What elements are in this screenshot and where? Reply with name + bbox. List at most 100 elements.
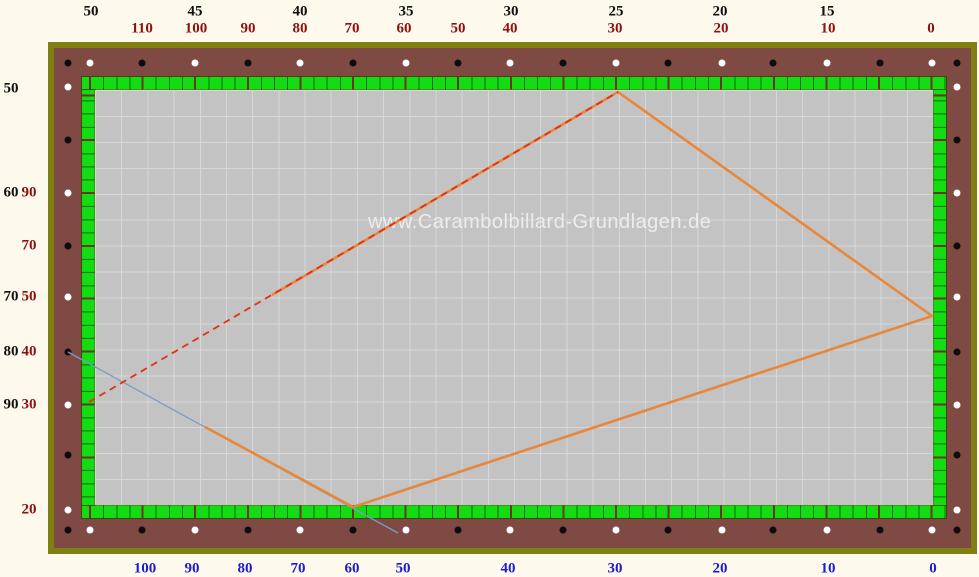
diamond-dot-black [953, 242, 961, 250]
axis-label-top_red: 30 [607, 20, 623, 37]
axis-label-top_black: 40 [292, 3, 308, 20]
diamond-dot-black [953, 136, 961, 144]
diamond-dot-black [953, 348, 961, 356]
diamond-dot-white [928, 59, 936, 67]
diamond-dot-white [64, 83, 72, 91]
diamond-dot-white [823, 526, 831, 534]
axis-label-top_red: 40 [502, 20, 518, 37]
axis-label-bottom_blue: 0 [929, 560, 937, 577]
axis-label-top_black: 35 [398, 3, 414, 20]
diamond-dot-white [402, 59, 410, 67]
axis-label-left_black: 80 [3, 343, 19, 360]
axis-label-top_red: 0 [927, 20, 935, 37]
diamond-dot-white [953, 83, 961, 91]
diamond-dot-black [138, 59, 146, 67]
diamond-dot-white [953, 401, 961, 409]
diamond-dot-white [402, 526, 410, 534]
diamond-dot-white [506, 59, 514, 67]
axis-label-left_red: 50 [21, 288, 37, 305]
diamond-dot-white [953, 189, 961, 197]
cushion-bottom [82, 505, 946, 518]
diamond-dot-white [64, 401, 72, 409]
diamond-dot-white [928, 526, 936, 534]
axis-label-bottom_blue: 30 [607, 560, 623, 577]
diamond-dot-black [64, 59, 72, 67]
axis-label-top_black: 15 [819, 3, 835, 20]
diamond-dot-white [86, 526, 94, 534]
diamond-dot-white [191, 59, 199, 67]
diamond-dot-black [876, 59, 884, 67]
axis-label-top_red: 50 [450, 20, 466, 37]
axis-label-left_red: 20 [21, 501, 37, 518]
axis-label-bottom_blue: 20 [712, 560, 728, 577]
axis-label-bottom_blue: 60 [344, 560, 360, 577]
diamond-dot-white [64, 293, 72, 301]
diamond-dot-white [953, 293, 961, 301]
diamond-dot-black [64, 451, 72, 459]
axis-label-bottom_blue: 100 [133, 560, 157, 577]
diamond-dot-white [612, 526, 620, 534]
diamond-dot-black [138, 526, 146, 534]
playing-surface [95, 90, 933, 505]
diamond-dot-white [612, 59, 620, 67]
diamond-dot-black [64, 242, 72, 250]
axis-label-left_black: 90 [3, 396, 19, 413]
diamond-dot-white [506, 526, 514, 534]
diamond-dot-black [953, 59, 961, 67]
diamond-dot-white [64, 189, 72, 197]
diamond-dot-black [769, 526, 777, 534]
axis-label-top_black: 20 [712, 3, 728, 20]
axis-label-bottom_blue: 40 [500, 560, 516, 577]
axis-label-top_red: 70 [344, 20, 360, 37]
diamond-dot-black [953, 451, 961, 459]
axis-label-left_red: 30 [21, 396, 37, 413]
axis-label-left_red: 90 [21, 184, 37, 201]
axis-label-top_red: 110 [131, 20, 153, 37]
axis-label-bottom_blue: 70 [290, 560, 306, 577]
axis-label-top_red: 60 [396, 20, 412, 37]
diamond-dot-black [64, 348, 72, 356]
diamond-dot-white [64, 506, 72, 514]
axis-label-top_red: 80 [292, 20, 308, 37]
diamond-dot-black [664, 526, 672, 534]
axis-label-bottom_blue: 90 [184, 560, 200, 577]
diamond-dot-white [191, 526, 199, 534]
diamond-dot-black [769, 59, 777, 67]
diamond-dot-black [454, 59, 462, 67]
axis-label-top_red: 100 [184, 20, 208, 37]
diamond-dot-black [64, 136, 72, 144]
axis-label-top_black: 45 [187, 3, 203, 20]
diamond-dot-black [244, 526, 252, 534]
diamond-dot-black [349, 59, 357, 67]
cushion-top [82, 77, 946, 90]
diamond-dot-black [876, 526, 884, 534]
diamond-dot-black [559, 59, 567, 67]
axis-label-left_black: 70 [3, 288, 19, 305]
diamond-dot-white [296, 526, 304, 534]
axis-label-bottom_blue: 50 [395, 560, 411, 577]
axis-label-top_black: 30 [503, 3, 519, 20]
axis-label-top_black: 50 [83, 3, 99, 20]
diamond-dot-white [718, 526, 726, 534]
axis-label-bottom_blue: 80 [237, 560, 253, 577]
axis-label-bottom_blue: 10 [820, 560, 836, 577]
watermark-text: www.Carambolbillard-Grundlagen.de [368, 211, 712, 233]
diamond-dot-white [296, 59, 304, 67]
diamond-dot-black [953, 526, 961, 534]
diamond-dot-white [718, 59, 726, 67]
cushion-left [82, 90, 95, 505]
diamond-dot-black [664, 59, 672, 67]
diamond-dot-white [823, 59, 831, 67]
diamond-dot-black [349, 526, 357, 534]
diamond-dot-white [953, 506, 961, 514]
axis-label-left_black: 60 [3, 184, 19, 201]
diamond-dot-black [244, 59, 252, 67]
axis-label-top_black: 25 [608, 3, 624, 20]
diamond-dot-black [454, 526, 462, 534]
diamond-dot-black [559, 526, 567, 534]
billiard-table [48, 42, 977, 554]
axis-label-left_red: 40 [21, 343, 37, 360]
axis-label-top_red: 90 [240, 20, 256, 37]
axis-label-top_red: 10 [820, 20, 836, 37]
